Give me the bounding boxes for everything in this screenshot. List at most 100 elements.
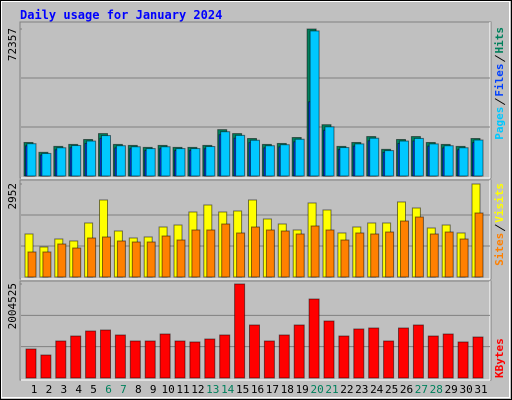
bar (26, 143, 37, 177)
bar (428, 143, 439, 177)
bar (72, 247, 82, 278)
x-tick-label: 4 (75, 383, 82, 396)
bar (129, 340, 141, 379)
legend-separator (494, 224, 506, 232)
bar (429, 233, 439, 278)
bar (294, 138, 305, 177)
bar (220, 131, 231, 177)
bar (206, 229, 216, 278)
x-tick-label: 28 (430, 383, 443, 396)
bar (353, 328, 365, 379)
legend-entry: Hits (493, 27, 506, 54)
legend-entry: Pages (493, 107, 506, 140)
chart-title: Daily usage for January 2024 (20, 8, 222, 22)
bar (234, 283, 246, 379)
bar (251, 226, 260, 278)
bar (278, 334, 290, 379)
x-tick-label: 9 (150, 383, 157, 396)
legend-entry: KBytes (493, 338, 506, 378)
bar (412, 324, 424, 379)
bar (370, 233, 380, 278)
bar (130, 146, 141, 177)
bar (264, 145, 275, 177)
bar (174, 340, 186, 379)
x-tick-label: 5 (90, 383, 97, 396)
legend: Sites Visits (493, 183, 506, 266)
bar (175, 148, 186, 177)
bar (71, 145, 82, 177)
bar (236, 232, 246, 278)
bar (308, 298, 320, 379)
bar (27, 251, 37, 278)
bar (102, 236, 111, 278)
bar (70, 335, 82, 379)
x-tick-label: 3 (60, 383, 67, 396)
bar (369, 137, 380, 177)
bar (204, 338, 216, 379)
bar (42, 251, 52, 278)
bar (383, 340, 395, 379)
bar (100, 329, 111, 379)
bar (219, 334, 231, 379)
bar (442, 333, 454, 379)
bar (280, 230, 290, 278)
bar (57, 243, 67, 278)
bar (414, 216, 424, 278)
x-tick-label: 1 (31, 383, 38, 396)
bar (457, 341, 469, 379)
bar (86, 140, 97, 177)
x-tick-label: 18 (281, 383, 294, 396)
bar (384, 150, 395, 177)
legend-entry: Sites (493, 233, 506, 266)
legend-entry: Visits (493, 183, 506, 223)
x-tick-label: 25 (385, 383, 398, 396)
bar (250, 139, 260, 177)
x-tick-label: 11 (176, 383, 189, 396)
x-tick-label: 6 (105, 383, 112, 396)
bar (385, 231, 395, 278)
x-tick-label: 30 (459, 383, 472, 396)
bar (309, 30, 320, 177)
bar (221, 223, 231, 278)
bar (190, 148, 201, 177)
bar (159, 333, 171, 379)
bar (144, 340, 156, 379)
bar (265, 229, 275, 278)
bar (55, 340, 67, 379)
x-tick-label: 27 (415, 383, 428, 396)
x-tick-label: 31 (474, 383, 487, 396)
x-tick-label: 12 (191, 383, 204, 396)
bar (116, 240, 126, 278)
bar (354, 143, 365, 177)
legend: KBytes (493, 338, 506, 378)
x-tick-label: 16 (251, 383, 264, 396)
bar (41, 152, 52, 177)
bar (205, 146, 216, 177)
x-tick-label: 17 (266, 383, 279, 396)
x-tick-label: 23 (355, 383, 368, 396)
bar (176, 239, 186, 278)
x-tick-label: 10 (161, 383, 174, 396)
x-tick-label: 24 (370, 383, 384, 396)
bar (189, 341, 201, 379)
bar (160, 146, 171, 177)
x-tick-label: 14 (221, 383, 235, 396)
y-tick-label: 2952 (6, 183, 19, 210)
bar (101, 135, 111, 177)
bar (444, 231, 454, 278)
bar (325, 229, 335, 278)
bar (474, 212, 484, 278)
x-tick-label: 20 (310, 383, 323, 396)
legend: Pages Files Hits (493, 27, 506, 140)
x-tick-label: 8 (135, 383, 142, 396)
bar (459, 238, 469, 278)
legend-separator (494, 55, 506, 62)
bar (114, 334, 126, 379)
bar (25, 348, 37, 379)
bar (443, 145, 454, 177)
bar (400, 220, 409, 278)
x-tick-label: 26 (400, 383, 413, 396)
bar (161, 235, 171, 278)
bar (249, 324, 260, 379)
